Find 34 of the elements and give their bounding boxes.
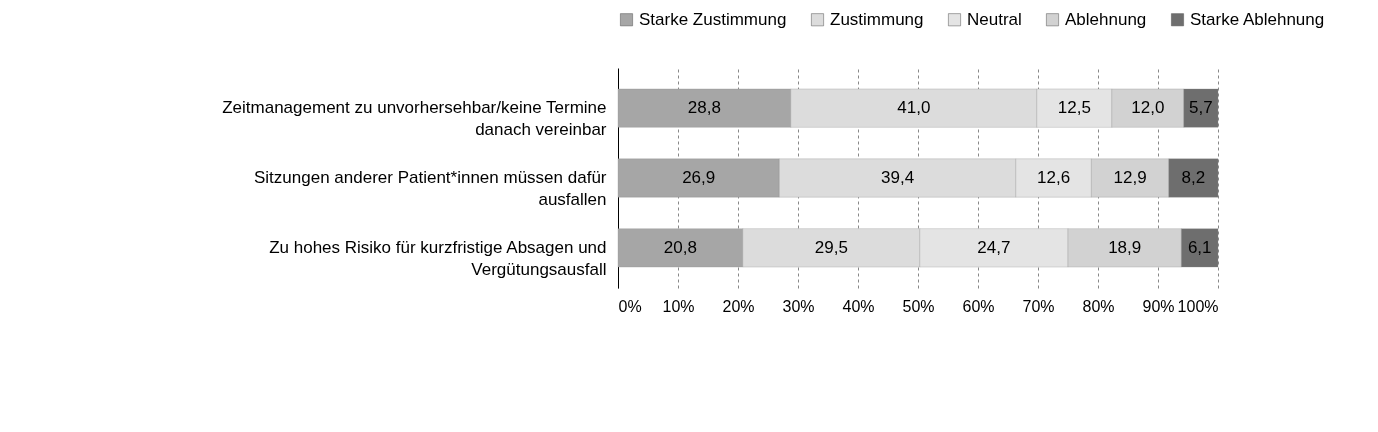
- x-tick-label: 70%: [1022, 297, 1055, 315]
- legend-label: Starke Ablehnung: [1190, 9, 1325, 29]
- x-tick-label: 80%: [1082, 297, 1115, 315]
- legend-label: Starke Zustimmung: [639, 9, 787, 29]
- data-label: 28,8: [687, 98, 721, 118]
- legend-label: Ablehnung: [1065, 9, 1147, 29]
- data-label: 29,5: [814, 237, 848, 257]
- y-tick-label: Zeitmanagement zu unvorhersehbar/keine Termine danach vereinbar: [222, 98, 607, 140]
- data-label: 24,7: [977, 237, 1011, 257]
- data-label: 41,0: [897, 98, 931, 118]
- data-label: 39,4: [881, 168, 915, 187]
- data-label: 12,6: [1037, 168, 1071, 187]
- data-label: 12,5: [1057, 98, 1091, 118]
- data-label: 12,0: [1131, 98, 1165, 118]
- data-label: 26,9: [682, 168, 716, 187]
- x-tick-label: 30%: [782, 297, 815, 315]
- x-tick-label: 90%: [1142, 297, 1175, 315]
- x-tick-label: 20%: [722, 297, 755, 315]
- data-label: 18,9: [1108, 237, 1142, 257]
- x-tick-label: 10%: [662, 297, 695, 315]
- data-label: 12,9: [1113, 168, 1147, 187]
- legend-label: Zustimmung: [830, 9, 924, 29]
- x-tick-label: 0%: [618, 297, 642, 315]
- data-label: 8,2: [1181, 168, 1206, 187]
- x-tick-label: 50%: [902, 297, 935, 315]
- x-tick-label: 60%: [962, 297, 995, 315]
- x-tick-label: 100%: [1177, 297, 1219, 315]
- data-label: 20,8: [663, 237, 697, 257]
- x-tick-label: 40%: [842, 297, 875, 315]
- data-label: 5,7: [1189, 98, 1213, 118]
- y-tick-label: Sitzungen anderer Patient*innen müssen dafür ausfallen: [253, 168, 607, 209]
- legend-label: Neutral: [967, 9, 1022, 29]
- y-tick-label: Zu hohes Risiko für kurzfristige Absagen und Vergütungsausfall: [269, 237, 607, 279]
- data-label: 6,1: [1187, 237, 1212, 257]
